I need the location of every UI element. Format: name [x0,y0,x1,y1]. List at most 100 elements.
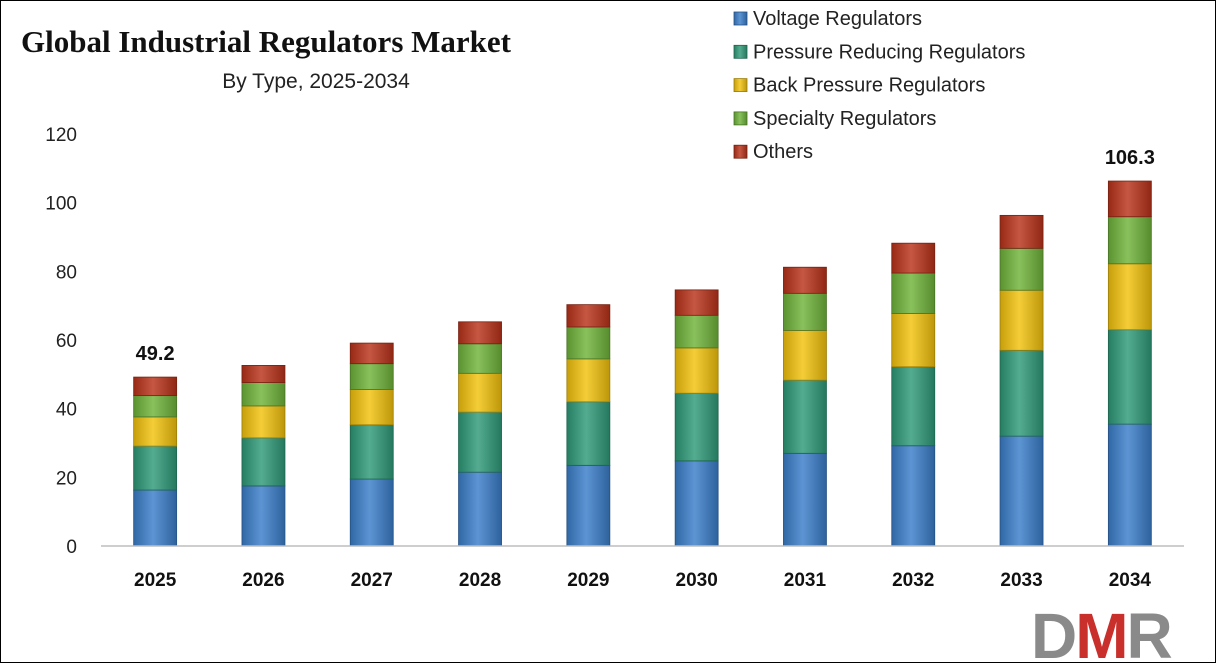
legend-swatch [733,111,748,126]
bar-segment [891,366,936,447]
bar-segment [566,464,611,547]
legend-label: Others [753,141,813,163]
bar-stack-2034 [1107,180,1152,547]
bar-stack-2029 [566,304,611,547]
bar-segment [674,314,719,349]
logo-letter-m: M [1075,600,1126,662]
bar-stack-2026 [241,365,286,547]
bar-segment [241,382,286,407]
legend-swatch [733,78,748,92]
legend-label: Voltage Regulators [753,8,922,30]
bar-segment [458,411,502,473]
bars-group [133,180,1152,547]
bar-segment [133,395,178,418]
bar-segment [241,437,286,487]
bar-segment [1107,329,1152,425]
bar-segment [891,272,936,314]
bar-segment [783,292,827,331]
bar-segment [458,372,502,413]
y-tick-label: 100 [45,194,77,215]
bar-segment [1107,263,1152,331]
legend: Voltage Regulators Pressure Reducing Regu… [733,8,1025,163]
bar-segment [349,424,394,480]
bar-segment [133,445,178,491]
bar-segment [349,342,394,365]
bar-segment [133,489,178,547]
data-label: 106.3 [1105,147,1155,169]
bar-stack-2031 [783,266,827,547]
bar-segment [783,452,827,547]
bar-segment [891,313,936,368]
bar-segment [999,214,1044,249]
bar-segment [891,445,936,547]
bar-segment [783,266,827,294]
y-tick-label: 0 [66,537,77,558]
bar-segment [566,304,611,328]
logo-letter-r: R [1127,600,1172,662]
bar-stack-2027 [349,342,394,547]
y-tick-label: 120 [45,125,77,146]
bar-segment [133,416,178,447]
bar-stack-2028 [458,321,502,547]
bar-segment [674,289,719,316]
bar-stack-2030 [674,289,719,547]
x-tick-label: 2026 [242,570,284,591]
chart-subtitle: By Type, 2025-2034 [222,70,410,93]
bar-segment [241,405,286,439]
bar-segment [674,392,719,462]
data-label: 49.2 [136,343,175,365]
x-tick-label: 2025 [134,570,177,591]
x-tick-label: 2032 [892,570,934,591]
y-tick-label: 80 [56,262,77,283]
bar-segment [1107,216,1152,265]
bar-segment [241,365,286,383]
x-tick-label: 2030 [676,570,718,591]
bar-segment [458,321,502,345]
bar-segment [349,478,394,547]
bar-segment [1107,423,1152,547]
legend-swatch [733,44,748,59]
bar-segment [783,379,827,454]
x-tick-label: 2028 [459,570,501,591]
legend-item: Pressure Reducing Regulators [733,41,1025,63]
dmr-logo: DMR [1031,600,1174,662]
legend-item: Others [733,141,813,163]
legend-label: Back Pressure Regulators [753,75,985,97]
bar-segment [1107,180,1152,218]
bar-segment [241,485,286,547]
legend-item: Specialty Regulators [733,108,936,130]
legend-swatch [733,144,748,159]
bar-segment [674,460,719,547]
data-labels: 49.2 106.3 [136,147,1155,365]
bar-segment [999,435,1044,547]
chart-title: Global Industrial Regulators Market [21,24,512,59]
bar-segment [133,376,178,397]
x-tick-label: 2033 [1000,570,1042,591]
logo-letter-d: D [1031,600,1075,662]
legend-label: Specialty Regulators [753,108,936,130]
bar-segment [999,247,1044,291]
y-tick-label: 20 [56,468,77,489]
bar-stack-2025 [133,376,178,547]
legend-item: Back Pressure Regulators [733,75,985,97]
y-tick-label: 60 [56,331,77,352]
y-axis: 0 20 40 60 80 100 120 [45,125,77,558]
legend-item: Voltage Regulators [733,8,922,30]
legend-label: Pressure Reducing Regulators [753,41,1025,63]
bar-stack-2033 [999,214,1044,547]
bar-segment [999,349,1044,437]
x-tick-label: 2029 [567,570,609,591]
bar-segment [458,343,502,374]
bar-segment [458,471,502,547]
bar-segment [891,242,936,274]
bar-segment [999,289,1044,351]
y-tick-label: 40 [56,400,77,421]
bar-segment [566,401,611,466]
bar-segment [349,389,394,426]
logo-text: DMR [1031,600,1172,662]
bar-segment [349,363,394,390]
bar-segment [566,358,611,403]
bar-segment [674,347,719,394]
bar-segment [783,329,827,381]
